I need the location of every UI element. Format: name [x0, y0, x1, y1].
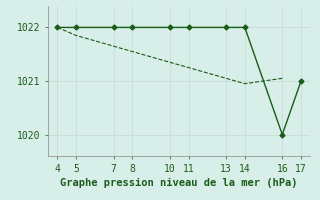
X-axis label: Graphe pression niveau de la mer (hPa): Graphe pression niveau de la mer (hPa)	[60, 178, 298, 188]
